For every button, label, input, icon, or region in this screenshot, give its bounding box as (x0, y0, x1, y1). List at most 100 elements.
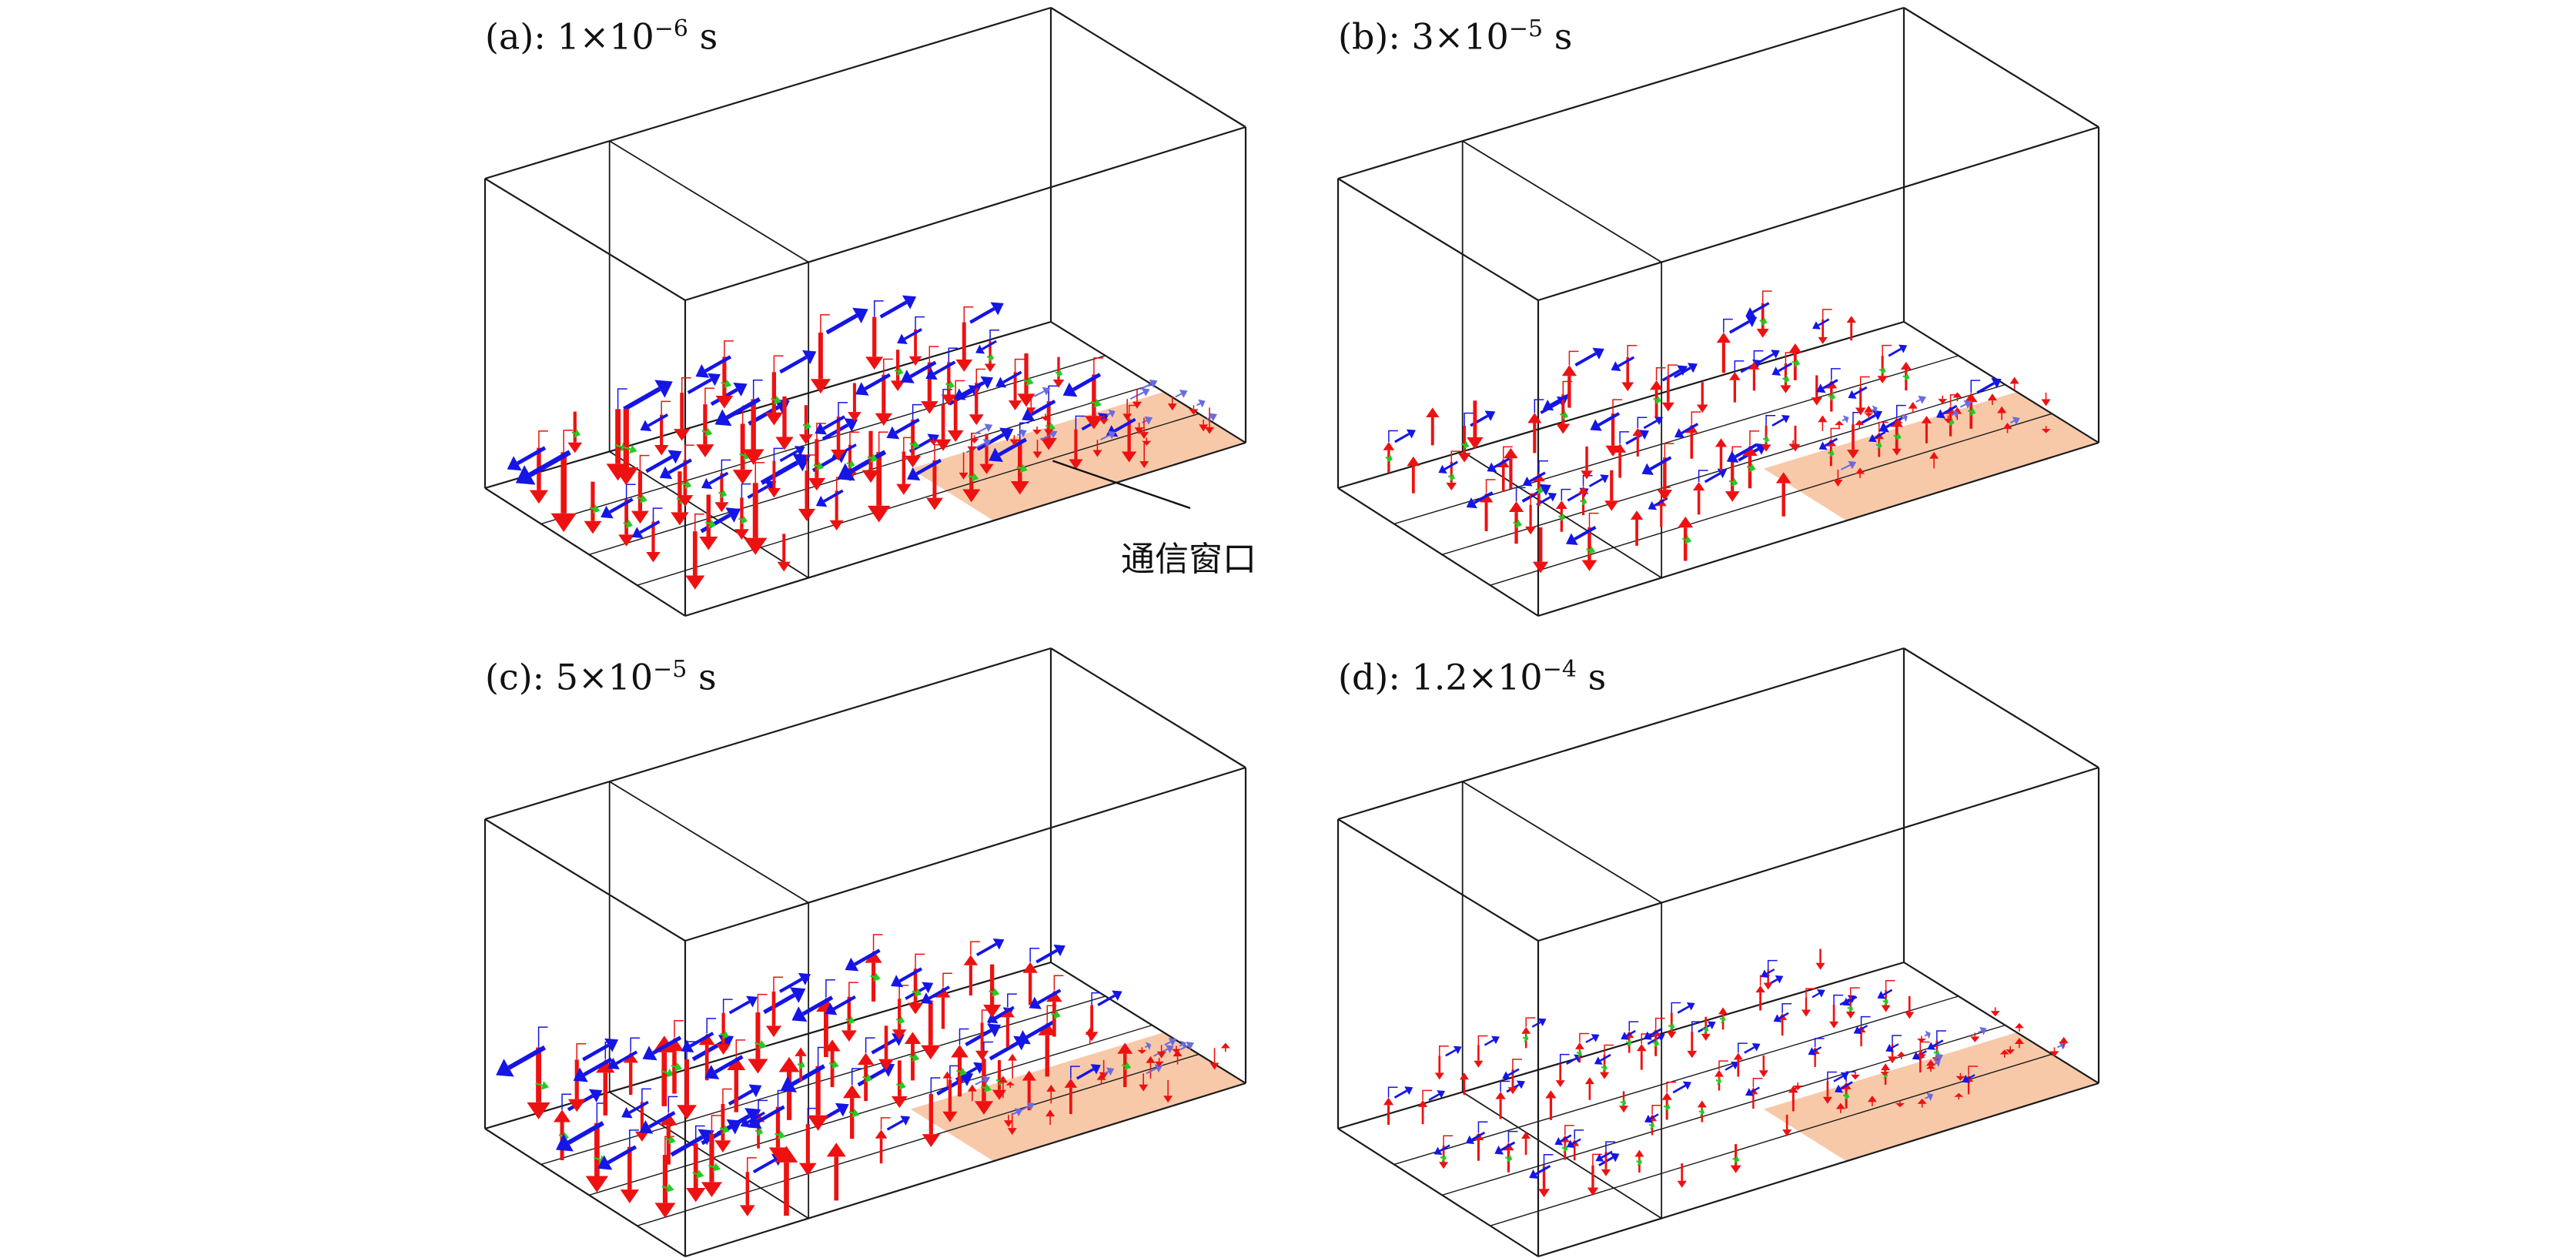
arrow-shaft (1037, 989, 1062, 1005)
arrow-head (1434, 1146, 1443, 1156)
green-arrow (1601, 1063, 1607, 1072)
arrow-head (1808, 1047, 1817, 1056)
partition-edge (1462, 781, 1662, 904)
arrow-shaft (898, 967, 923, 983)
red-arrow (2049, 1047, 2059, 1057)
red-arrow (1064, 1078, 1078, 1115)
arrow-shaft (1560, 1134, 1572, 1143)
arrow-shaft (1016, 432, 1022, 437)
arrow-shaft (701, 430, 707, 433)
arrow-head (1584, 1077, 1594, 1085)
arrow-head (1677, 365, 1688, 376)
field-link (1568, 350, 1579, 366)
arrow-head (1139, 432, 1149, 440)
arrow-head (567, 1099, 586, 1112)
arrow-head (1149, 380, 1158, 388)
red-arrow (798, 405, 813, 445)
arrow-head (1758, 1070, 1768, 1078)
red-arrow (1085, 1005, 1099, 1042)
blue-arrow (779, 446, 805, 463)
arrow-head (1577, 486, 1589, 494)
blue-arrow (815, 489, 844, 507)
panel-c-exponent: −5 (653, 656, 687, 683)
blue-arrow (704, 1055, 744, 1079)
red-arrow (1916, 1036, 1926, 1043)
arrow-shaft (720, 1032, 724, 1036)
arrow-head (677, 1105, 698, 1120)
floor-line (1490, 1053, 2052, 1226)
arrow-head (1117, 1042, 1133, 1054)
blue-arrow (857, 1062, 895, 1087)
arrow-head (971, 472, 979, 482)
field-link (1936, 1030, 1946, 1041)
arrow-head (1912, 1052, 1921, 1060)
green-arrow (1558, 512, 1566, 522)
arrow-shaft (1882, 1000, 1885, 1003)
blue-arrow (1673, 363, 1698, 379)
arrow-shaft (1824, 437, 1838, 447)
arrow-shaft (704, 521, 711, 525)
arrow-shaft (1513, 521, 1517, 525)
arrow-shaft (1858, 1025, 1868, 1031)
arrow-head (1009, 439, 1019, 446)
field-link (1604, 1044, 1614, 1056)
arrow-head (1144, 416, 1153, 425)
arrow-head (1555, 1080, 1565, 1088)
arrow-head (1701, 1033, 1711, 1041)
arrow-head (1963, 400, 1972, 409)
arrow-head (1846, 316, 1856, 323)
field-link (752, 379, 763, 400)
arrow-shaft (1759, 353, 1775, 363)
arrow-head (698, 1032, 715, 1046)
field-link (1515, 487, 1526, 502)
arrow-head (837, 463, 855, 481)
field-link (652, 507, 663, 522)
arrow-head (1449, 472, 1455, 482)
red-arrow (553, 1109, 571, 1160)
red-arrow (1943, 415, 1953, 423)
arrow-shaft (832, 995, 856, 1011)
arrow-head (666, 1183, 674, 1193)
arrow-shaft (862, 1076, 867, 1079)
arrow-head (1842, 997, 1851, 1006)
field-link (1628, 1021, 1639, 1031)
arrow-head (1621, 1032, 1629, 1040)
arrow-shaft (1661, 369, 1681, 382)
arrow-head (1684, 535, 1692, 544)
panel-b-prefix: (b): (1338, 15, 1412, 58)
field-link (1878, 421, 1889, 433)
arrow-shaft (708, 471, 729, 485)
arrow-head (1621, 382, 1634, 392)
field-link (873, 300, 884, 317)
green-arrow (1782, 374, 1790, 384)
arrow-head (631, 527, 644, 538)
green-arrow (1702, 1025, 1709, 1034)
arrow-head (2041, 429, 2051, 433)
blue-arrow (1853, 1025, 1868, 1035)
arrow-head (1566, 533, 1578, 546)
green-arrow (1576, 1049, 1582, 1058)
arrow-head (984, 363, 996, 373)
arrow-shaft (1967, 410, 1972, 413)
arrow-head (1062, 382, 1078, 397)
red-arrow (890, 350, 905, 391)
red-arrow (1524, 504, 1537, 535)
red-arrow (2002, 423, 2012, 433)
field-link (1588, 512, 1599, 527)
green-arrow (813, 461, 825, 471)
blue-arrow (1677, 1002, 1695, 1014)
arrow-head (1220, 1042, 1230, 1049)
arrow-shaft (1874, 431, 1886, 440)
field-link (641, 1088, 651, 1102)
arrow-head (1650, 380, 1664, 390)
green-arrow (1828, 392, 1836, 401)
blue-arrow (1022, 400, 1056, 421)
panel-a-unit: s (699, 15, 718, 58)
arrow-shaft (1725, 1064, 1734, 1071)
arrow-shaft (1099, 434, 1110, 441)
arrow-head (1999, 1049, 2009, 1055)
red-arrow (1833, 469, 1843, 487)
arrow-head (1084, 416, 1103, 430)
arrow-head (1524, 526, 1537, 535)
